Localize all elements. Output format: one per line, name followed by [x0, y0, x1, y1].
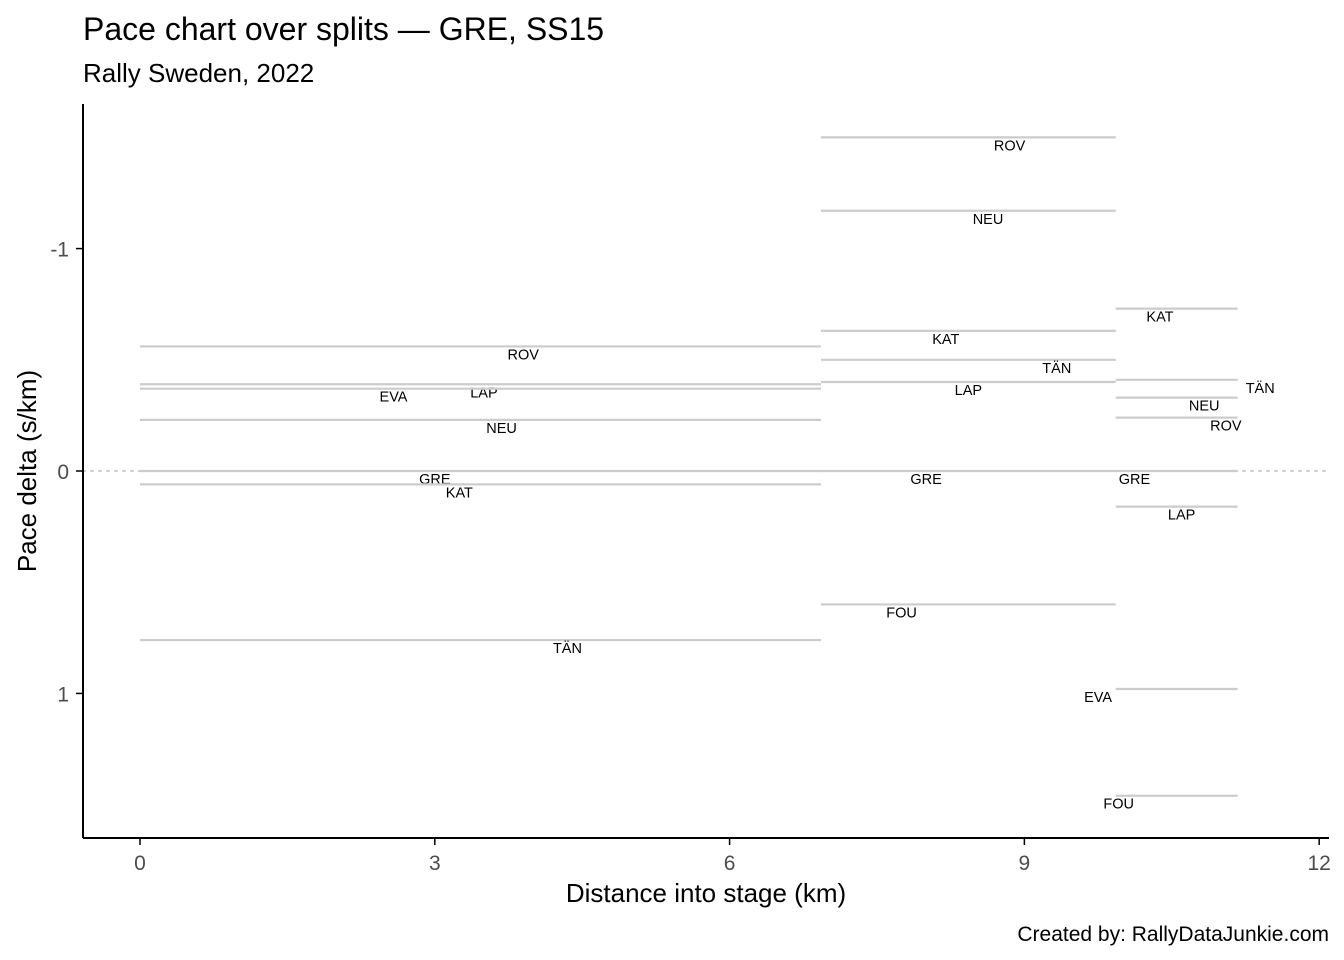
plot-panel: ROV LAP EVA NEU GRE KAT TÄN ROV NEU KAT TÄN LAP GRE F…: [82, 136, 1330, 813]
segment-label-neu-split-1: NEU: [486, 421, 517, 437]
y-tick-label: 0: [57, 461, 69, 484]
x-axis-ticks: 0 3 6 9 12: [134, 838, 1331, 875]
segment-label-neu-split-2: NEU: [973, 212, 1004, 228]
y-tick-label: 1: [57, 683, 69, 706]
chart-caption: Created by: RallyDataJunkie.com: [1017, 923, 1329, 946]
segment-label-tän-split-2: TÄN: [1042, 360, 1071, 377]
x-tick-label: 0: [134, 852, 146, 875]
segment-label-fou-split-2: FOU: [886, 605, 917, 621]
chart-title: Pace chart over splits — GRE, SS15: [83, 11, 604, 47]
y-tick-label: -1: [50, 239, 69, 262]
segment-label-rov-split-2: ROV: [994, 138, 1026, 154]
segment-label-gre-split-2: GRE: [910, 472, 942, 488]
chart-subtitle: Rally Sweden, 2022: [83, 58, 314, 88]
segment-label-tän-split-3: TÄN: [1246, 380, 1275, 397]
segment-label-gre-split-3: GRE: [1119, 472, 1151, 488]
segment-label-rov-split-1: ROV: [508, 347, 540, 363]
segment-label-lap-split-2: LAP: [955, 383, 982, 399]
segment-label-tän-split-1: TÄN: [553, 640, 582, 657]
segment-label-eva-split-1: EVA: [380, 390, 408, 406]
segment-label-neu-split-3: NEU: [1189, 399, 1220, 415]
x-axis-title: Distance into stage (km): [566, 878, 846, 908]
segment-label-eva-split-3: EVA: [1084, 690, 1112, 706]
segment-label-fou-split-3: FOU: [1103, 797, 1134, 813]
segment-label-rov-split-3: ROV: [1210, 419, 1242, 435]
segment-label-kat-split-1: KAT: [446, 485, 473, 501]
x-tick-label: 6: [724, 852, 736, 875]
segment-label-kat-split-3: KAT: [1146, 310, 1173, 326]
segment-label-lap-split-3: LAP: [1168, 508, 1195, 524]
x-tick-label: 9: [1019, 852, 1031, 875]
y-axis-title: Pace delta (s/km): [12, 370, 42, 572]
y-axis-ticks: -1 0 1: [50, 239, 83, 706]
x-tick-label: 3: [429, 852, 441, 875]
segment-label-kat-split-2: KAT: [932, 332, 959, 348]
x-tick-label: 12: [1307, 852, 1330, 875]
